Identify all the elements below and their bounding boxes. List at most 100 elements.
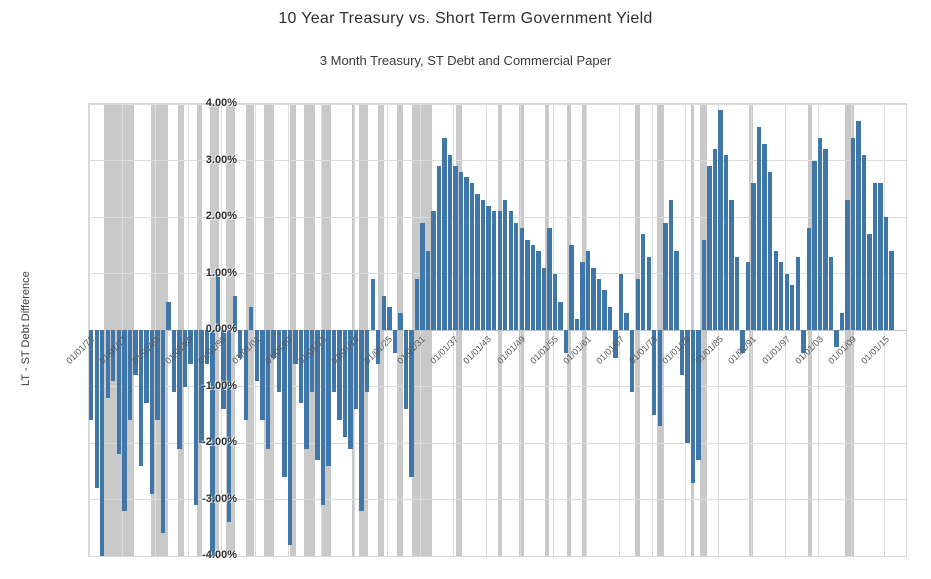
data-bar	[613, 330, 618, 359]
data-bar	[238, 330, 243, 359]
data-bar	[144, 330, 149, 404]
x-gridline	[718, 104, 720, 556]
x-gridline	[519, 104, 521, 556]
data-bar	[541, 267, 547, 330]
data-bar	[767, 171, 773, 330]
data-bar	[596, 279, 602, 330]
data-bar	[387, 307, 392, 330]
data-bar	[519, 228, 524, 330]
data-bar	[856, 120, 861, 330]
data-bar	[756, 126, 762, 330]
chart-subtitle: 3 Month Treasury, ST Debt and Commercial…	[319, 53, 612, 68]
data-bar	[591, 267, 596, 330]
data-bar	[729, 200, 734, 330]
data-bar	[100, 330, 105, 556]
data-bar	[331, 330, 337, 393]
data-bar	[718, 109, 723, 330]
data-bar	[867, 233, 872, 330]
data-bar	[823, 149, 828, 330]
data-bar	[563, 330, 569, 353]
data-bar	[712, 149, 718, 330]
data-bar	[734, 256, 740, 330]
data-bar	[271, 330, 276, 359]
x-gridline	[751, 104, 753, 556]
data-bar	[160, 330, 166, 534]
x-gridline	[784, 104, 786, 556]
plot-area: 01/01/71 01/01/77 01/01/83 01/01/89 01/01/95…	[64, 97, 907, 561]
y-tick-label: 0.00%	[205, 323, 237, 335]
data-bar	[497, 211, 502, 330]
data-bar	[652, 330, 657, 415]
data-bar	[370, 279, 375, 330]
data-bar	[149, 330, 155, 494]
data-bar	[436, 166, 442, 330]
data-bar	[304, 330, 309, 449]
data-bar	[138, 330, 144, 466]
data-bar	[414, 279, 420, 330]
data-bar	[227, 330, 232, 523]
y-tick-label: -3.00%	[202, 492, 237, 505]
data-bar	[287, 330, 293, 545]
y-gridline	[89, 386, 906, 387]
data-bar	[845, 200, 850, 330]
data-bar	[89, 330, 94, 421]
data-bar	[883, 217, 889, 330]
y-tick-label: -4.00%	[202, 549, 237, 561]
data-bar	[122, 330, 127, 511]
y-tick-label: 4.00%	[205, 97, 237, 109]
x-gridline	[486, 104, 488, 556]
data-bar	[607, 307, 613, 330]
y-tick-label: -1.00%	[202, 379, 237, 392]
data-bar	[420, 222, 425, 330]
data-bar	[701, 239, 707, 330]
data-bar	[585, 250, 591, 330]
data-bar	[674, 250, 679, 330]
data-bar	[193, 330, 199, 506]
data-bar	[646, 256, 651, 330]
data-bar	[558, 301, 563, 330]
data-bar	[861, 154, 867, 330]
data-bar	[491, 211, 497, 330]
data-bar	[210, 330, 215, 556]
data-bar	[464, 177, 469, 330]
data-bar	[889, 250, 894, 330]
data-bar	[762, 143, 767, 330]
data-bar	[740, 330, 745, 353]
data-bar	[260, 330, 265, 421]
data-bar	[177, 330, 182, 449]
data-bar	[342, 330, 348, 438]
y-gridline	[89, 499, 906, 500]
data-bar	[508, 211, 513, 330]
y-gridline	[89, 555, 906, 557]
data-bar	[530, 245, 536, 330]
x-gridline	[618, 104, 620, 556]
data-bar	[315, 330, 320, 460]
data-bar	[812, 160, 817, 330]
data-bar	[381, 296, 386, 330]
data-bar	[431, 211, 436, 330]
data-bar	[790, 284, 795, 330]
chart-title: 10 Year Treasury vs. Short Term Governme…	[278, 10, 653, 27]
data-bar	[166, 301, 171, 330]
y-gridline	[89, 329, 906, 331]
data-bar	[442, 137, 447, 330]
data-bar	[602, 290, 607, 330]
data-bar	[514, 222, 519, 330]
data-bar	[480, 200, 486, 330]
data-bar	[215, 273, 221, 330]
data-bar	[337, 330, 342, 421]
data-bar	[293, 330, 298, 364]
data-bar	[536, 250, 541, 330]
data-bar	[475, 194, 480, 330]
data-bar	[801, 330, 806, 353]
data-bar	[618, 273, 624, 330]
data-bar	[94, 330, 99, 489]
data-bar	[199, 330, 204, 443]
data-bar	[353, 330, 359, 410]
data-bar	[392, 330, 398, 353]
data-bar	[365, 330, 370, 393]
data-bar	[249, 307, 254, 330]
data-bar	[453, 166, 458, 330]
data-bar	[133, 330, 138, 376]
data-bar	[188, 330, 193, 364]
